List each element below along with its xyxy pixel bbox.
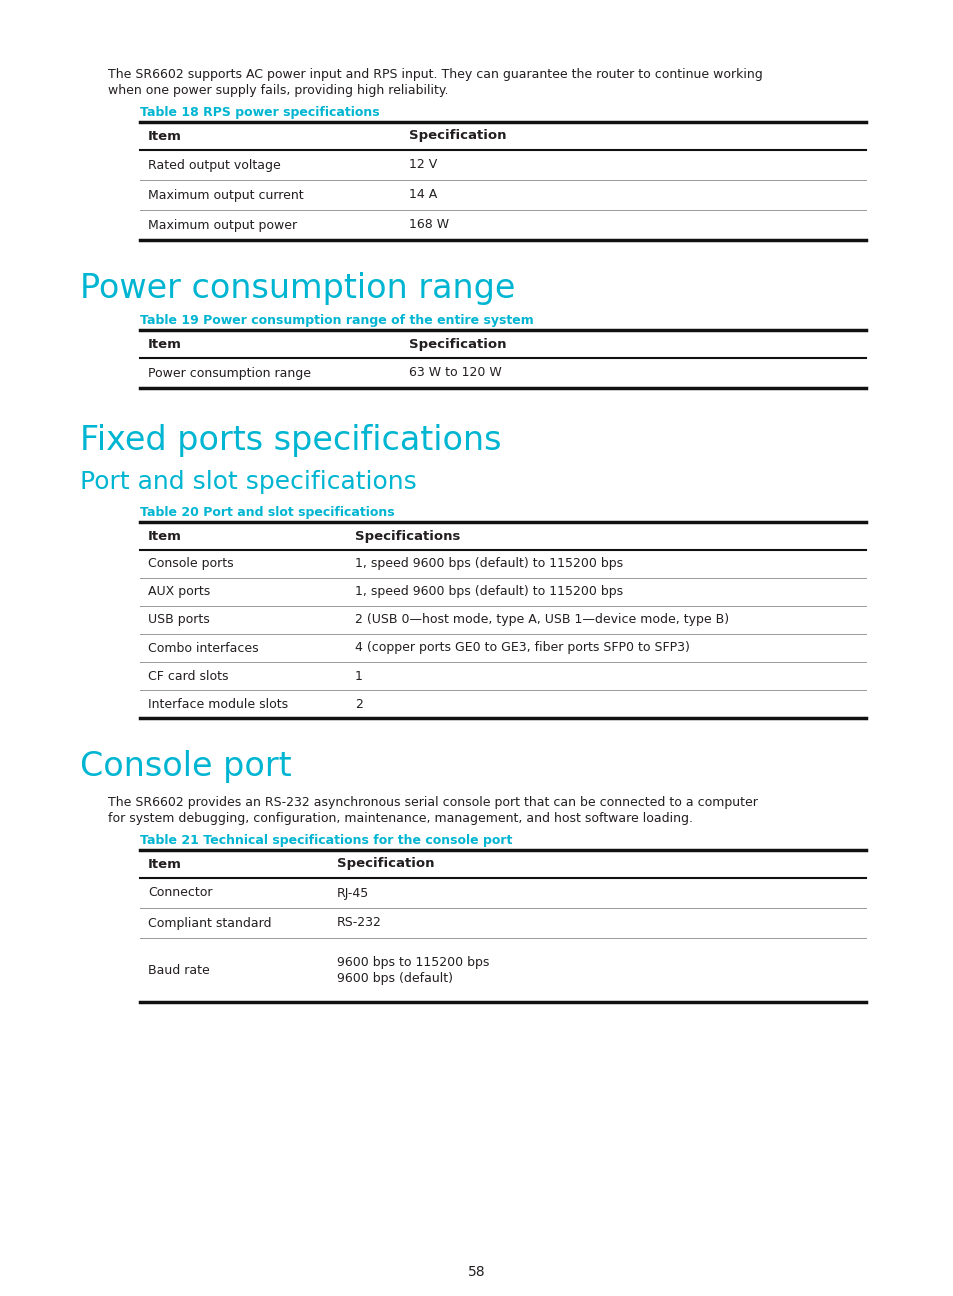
Text: when one power supply fails, providing high reliability.: when one power supply fails, providing h… (108, 84, 448, 97)
Text: Specification: Specification (409, 337, 506, 350)
Text: Specification: Specification (409, 130, 506, 143)
Text: 9600 bps (default): 9600 bps (default) (336, 972, 453, 985)
Text: Compliant standard: Compliant standard (148, 916, 272, 929)
Text: Item: Item (148, 337, 182, 350)
Text: Item: Item (148, 130, 182, 143)
Text: AUX ports: AUX ports (148, 586, 210, 599)
Text: Console ports: Console ports (148, 557, 233, 570)
Text: Baud rate: Baud rate (148, 963, 210, 976)
Text: Power consumption range: Power consumption range (80, 272, 515, 305)
Text: Connector: Connector (148, 886, 213, 899)
Text: Item: Item (148, 530, 182, 543)
Text: Port and slot specifications: Port and slot specifications (80, 470, 416, 494)
Text: Table 19 Power consumption range of the entire system: Table 19 Power consumption range of the … (140, 314, 533, 327)
Text: 12 V: 12 V (409, 158, 437, 171)
Text: Specifications: Specifications (355, 530, 459, 543)
Text: Interface module slots: Interface module slots (148, 697, 288, 710)
Text: The SR6602 provides an RS-232 asynchronous serial console port that can be conne: The SR6602 provides an RS-232 asynchrono… (108, 796, 757, 809)
Text: Power consumption range: Power consumption range (148, 367, 311, 380)
Text: Table 18 RPS power specifications: Table 18 RPS power specifications (140, 106, 379, 119)
Text: Table 21 Technical specifications for the console port: Table 21 Technical specifications for th… (140, 835, 512, 848)
Text: USB ports: USB ports (148, 613, 210, 626)
Text: 2: 2 (355, 697, 362, 710)
Text: Fixed ports specifications: Fixed ports specifications (80, 424, 501, 457)
Text: 63 W to 120 W: 63 W to 120 W (409, 367, 501, 380)
Text: 1, speed 9600 bps (default) to 115200 bps: 1, speed 9600 bps (default) to 115200 bp… (355, 586, 622, 599)
Text: RS-232: RS-232 (336, 916, 381, 929)
Text: Table 20 Port and slot specifications: Table 20 Port and slot specifications (140, 505, 395, 518)
Text: 2 (USB 0—host mode, type A, USB 1—device mode, type B): 2 (USB 0—host mode, type A, USB 1—device… (355, 613, 728, 626)
Text: 1: 1 (355, 670, 362, 683)
Text: Combo interfaces: Combo interfaces (148, 642, 258, 654)
Text: RJ-45: RJ-45 (336, 886, 369, 899)
Text: 168 W: 168 W (409, 219, 449, 232)
Text: 4 (copper ports GE0 to GE3, fiber ports SFP0 to SFP3): 4 (copper ports GE0 to GE3, fiber ports … (355, 642, 689, 654)
Text: The SR6602 supports AC power input and RPS input. They can guarantee the router : The SR6602 supports AC power input and R… (108, 67, 762, 80)
Text: Rated output voltage: Rated output voltage (148, 158, 280, 171)
Text: Console port: Console port (80, 750, 292, 783)
Text: Maximum output current: Maximum output current (148, 188, 303, 201)
Text: Specification: Specification (336, 858, 434, 871)
Text: CF card slots: CF card slots (148, 670, 229, 683)
Text: 1, speed 9600 bps (default) to 115200 bps: 1, speed 9600 bps (default) to 115200 bp… (355, 557, 622, 570)
Text: 9600 bps to 115200 bps: 9600 bps to 115200 bps (336, 956, 489, 969)
Text: for system debugging, configuration, maintenance, management, and host software : for system debugging, configuration, mai… (108, 813, 692, 826)
Text: Maximum output power: Maximum output power (148, 219, 296, 232)
Text: 14 A: 14 A (409, 188, 437, 201)
Text: Item: Item (148, 858, 182, 871)
Text: 58: 58 (468, 1265, 485, 1279)
